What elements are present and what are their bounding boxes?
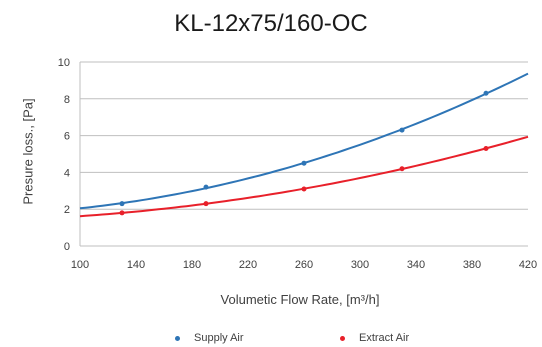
- x-tick-label: 420: [519, 259, 537, 271]
- y-tick-label: 0: [64, 241, 70, 253]
- data-point-1: [301, 186, 307, 192]
- x-tick-label: 100: [71, 259, 89, 271]
- data-point-1: [119, 210, 125, 216]
- legend-marker-supply-air: [175, 335, 180, 341]
- chart-title: KL-12x75/160-OC: [174, 10, 368, 37]
- y-axis-label: Presure loss., [Pa]: [20, 98, 36, 205]
- x-tick-label: 260: [295, 259, 313, 271]
- y-tick-label: 2: [64, 204, 70, 216]
- data-point-0: [399, 127, 405, 133]
- data-point-1: [203, 201, 209, 207]
- x-tick-label: 180: [183, 259, 201, 271]
- y-tick-label: 4: [64, 167, 70, 179]
- data-point-1: [483, 145, 489, 151]
- x-axis-label: Volumetic Flow Rate, [m³/h]: [220, 292, 380, 307]
- x-tick-label: 140: [127, 259, 145, 271]
- series-line-1: [79, 135, 529, 218]
- data-point-0: [203, 184, 209, 190]
- y-tick-label: 10: [58, 57, 70, 69]
- x-tick-label: 340: [407, 259, 425, 271]
- y-tick-label: 8: [64, 94, 70, 106]
- legend-label-supply-air: Supply Air: [194, 332, 244, 344]
- x-tick-label: 380: [463, 259, 481, 271]
- legend-label-extract-air: Extract Air: [359, 332, 410, 344]
- x-tick-label: 220: [239, 259, 257, 271]
- data-point-0: [301, 160, 307, 166]
- legend: Supply Air Extract Air: [0, 332, 542, 346]
- legend-item-supply-air: Supply Air: [175, 332, 244, 344]
- y-tick-label: 6: [64, 131, 70, 143]
- data-point-0: [483, 90, 489, 96]
- data-point-0: [119, 201, 125, 207]
- legend-item-extract-air: Extract Air: [340, 332, 409, 344]
- legend-marker-extract-air: [340, 335, 345, 341]
- data-point-1: [399, 166, 405, 172]
- x-tick-label: 300: [351, 259, 369, 271]
